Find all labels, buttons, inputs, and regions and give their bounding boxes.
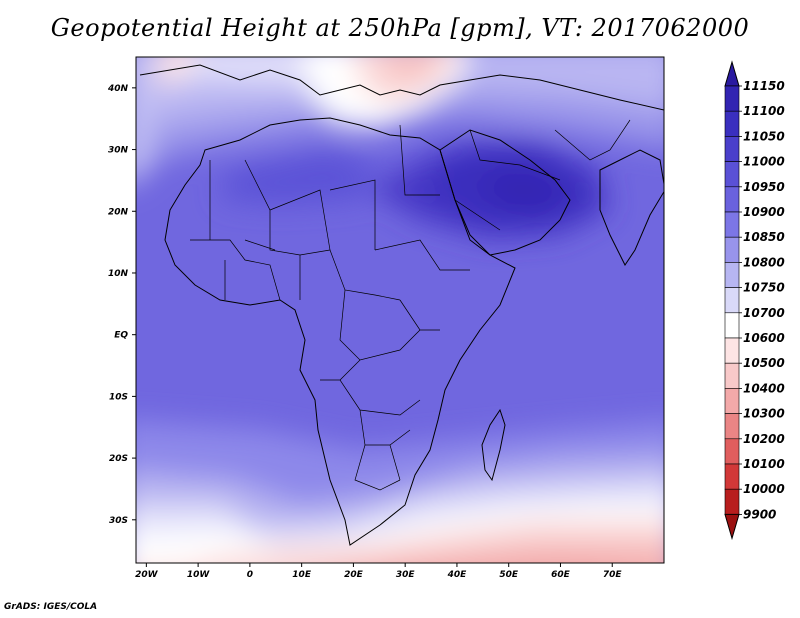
europe-coastline [139,64,664,111]
lon-tick-label: 30E [396,570,416,580]
lon-axis: 20W 10W 0 10E 20E 30E 40E 50E 60E 70E [135,563,622,580]
africa-coastline [164,117,516,546]
colorbar-label: 11100 [743,104,785,118]
colorbar-label: 10850 [743,230,785,244]
colorbar-label: 10000 [743,482,785,496]
colorbar-swatch [724,287,740,314]
lon-tick-label: 0 [247,570,253,580]
colorbar-swatch [724,211,740,238]
colorbar-swatch [724,262,740,288]
colorbar-label: 10800 [743,255,785,269]
colorbar-swatch [724,488,740,515]
lat-tick-label: 40N [107,84,129,94]
lat-axis: 40N 30N 20N 10N EQ 10S 20S 30S [107,84,136,526]
colorbar-top-arrow [724,60,740,87]
lon-tick-label: 10E [292,570,312,580]
colorbar-label: 10200 [743,432,785,446]
plot-frame [135,56,665,564]
lat-tick-label: 10S [109,392,128,402]
lon-tick-label: 60E [551,570,571,580]
colorbar-swatch [724,186,740,213]
colorbar-swatch [724,388,740,414]
colorbar-swatch [724,438,740,465]
colorbar-label: 11050 [743,129,785,143]
colorbar-label: 10100 [743,457,785,471]
lat-tick-label: EQ [114,331,128,341]
lat-tick-label: 20N [108,207,129,217]
colorbar-swatch [724,110,740,137]
country-borders [190,119,631,491]
colorbar-swatch [724,362,740,389]
lat-tick-label: 20S [109,454,128,464]
colorbar-swatch [724,312,740,339]
coastlines [139,64,664,546]
colorbar-label: 10400 [743,381,785,395]
colorbar-label: 10700 [743,306,785,320]
lat-tick-label: 30S [109,516,128,526]
colorbar-label: 11000 [743,155,785,169]
lon-tick-label: 50E [499,570,519,580]
lon-tick-label: 20W [135,570,159,580]
colorbar-swatch [724,85,740,112]
lat-tick-label: 10N [108,269,129,279]
lat-tick-label: 30N [108,146,129,156]
lon-tick-label: 10W [187,570,211,580]
colorbar-label: 10900 [743,205,785,219]
colorbar-swatch [724,463,740,490]
colorbar-swatch [724,161,740,188]
lon-tick-label: 20E [344,570,364,580]
india-coastline [599,149,664,266]
colorbar-label: 10500 [743,356,785,370]
lon-tick-label: 40E [447,570,468,580]
colorbar-label: 10750 [743,281,785,295]
colorbar-swatch [724,337,740,364]
colorbar-label: 10600 [743,331,785,345]
colorbar-label: 10300 [743,407,785,421]
colorbar-label: 11150 [743,79,785,93]
colorbar-swatch [724,236,740,263]
colorbar: 11150 11100 11050 11000 10950 10900 10850 10800… [724,60,785,541]
colorbar-label: 10950 [743,180,785,194]
colorbar-label: 9900 [743,507,776,521]
lon-tick-label: 70E [603,570,623,580]
madagascar [481,408,506,482]
map-title: Geopotential Height at 250hPa [gpm], VT:… [50,14,750,42]
arabia-coastline [439,129,571,256]
colorbar-swatch [724,136,740,162]
colorbar-swatch [724,413,740,440]
colorbar-bottom-arrow [724,513,740,541]
footer-credit: GrADS: IGES/COLA [4,602,98,612]
height-field [136,57,664,563]
